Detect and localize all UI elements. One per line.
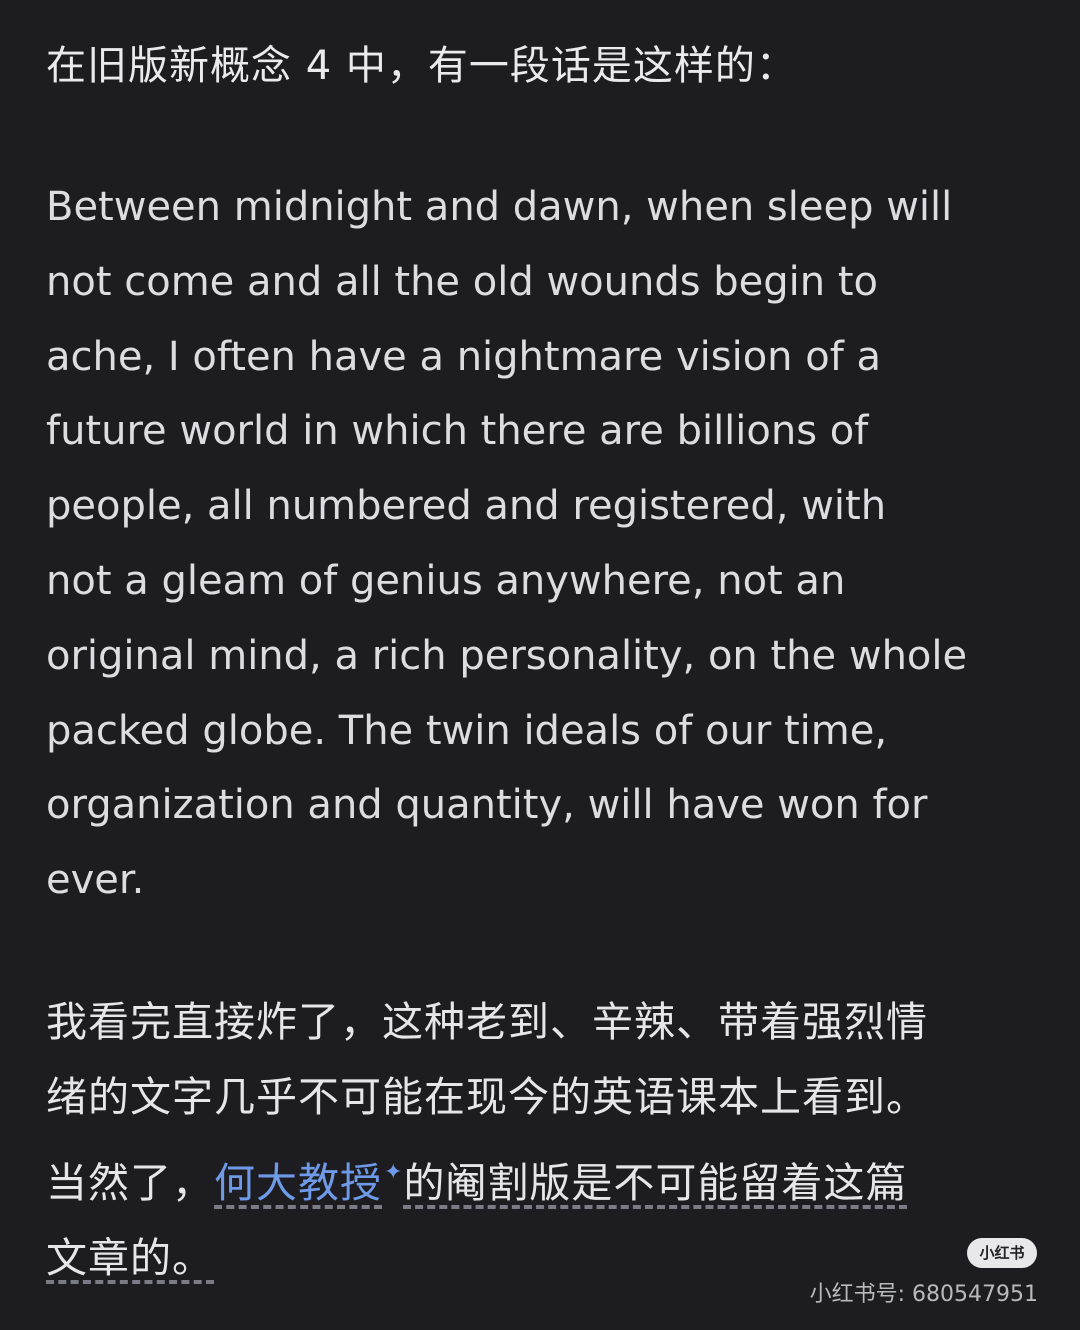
quote-line: original mind, a rich personality, on th… xyxy=(46,632,968,679)
comment-line-with-link: 当然了，何大教授✦的阉割版是不可能留着这篇 xyxy=(46,1135,1041,1221)
comment-line: 我看完直接炸了，这种老到、辛辣、带着强烈情 xyxy=(46,998,928,1046)
comment-prefix: 当然了， xyxy=(46,1159,214,1207)
quote-line: not come and all the old wounds begin to xyxy=(46,258,879,305)
watermark-user-id: 小红书号: 680547951 xyxy=(809,1282,1038,1307)
comment-line: 绪的文字几乎不可能在现今的英语课本上看到。 xyxy=(46,1073,928,1121)
comment-suffix: 的阉割版是不可能留着这篇 xyxy=(403,1159,908,1207)
intro-heading: 在旧版新概念 4 中，有一段话是这样的： xyxy=(46,43,797,89)
quote-line: Between midnight and dawn, when sleep wi… xyxy=(46,184,953,230)
quote-line: packed globe. The twin ideals of our tim… xyxy=(46,707,888,754)
post-content: 在旧版新概念 4 中，有一段话是这样的： xyxy=(46,34,1041,98)
quote-line: ever. xyxy=(46,857,145,904)
xiaohongshu-logo-badge: 小红书 xyxy=(967,1238,1037,1268)
comment-line: 文章的。 xyxy=(46,1221,1041,1296)
quote-line: ache, I often have a nightmare vision of… xyxy=(46,333,882,380)
quote-line: future world in which there are billions… xyxy=(46,408,869,455)
quote-block: Between midnight and dawn, when sleep wi… xyxy=(46,170,1036,918)
comment-block: 我看完直接炸了，这种老到、辛辣、带着强烈情 绪的文字几乎不可能在现今的英语课本上… xyxy=(46,985,1041,1296)
comment-last-text: 文章的。 xyxy=(46,1234,214,1282)
quote-line: organization and quantity, will have won… xyxy=(46,782,928,829)
quote-line: not a gleam of genius anywhere, not an xyxy=(46,557,846,604)
sparkle-icon: ✦ xyxy=(384,1160,404,1185)
professor-link[interactable]: 何大教授 xyxy=(214,1159,382,1207)
quote-line: people, all numbered and registered, wit… xyxy=(46,483,887,530)
